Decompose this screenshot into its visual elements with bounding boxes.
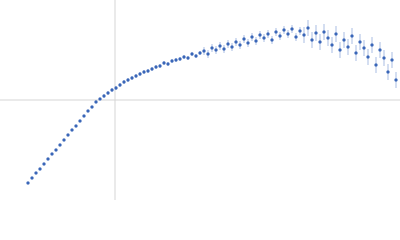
point: [50, 152, 54, 156]
point: [54, 148, 58, 152]
point: [330, 43, 334, 47]
point: [46, 157, 50, 161]
point: [382, 56, 386, 60]
point: [154, 65, 158, 69]
point: [178, 57, 182, 61]
point: [106, 91, 110, 95]
point: [346, 45, 350, 49]
point: [102, 94, 106, 98]
point: [82, 114, 86, 118]
point: [306, 26, 310, 30]
point: [66, 133, 70, 137]
point: [358, 40, 362, 44]
point: [334, 32, 338, 36]
point: [38, 167, 42, 171]
point: [166, 62, 170, 66]
point: [122, 80, 126, 84]
point: [290, 27, 294, 31]
point: [278, 34, 282, 38]
point: [270, 38, 274, 42]
point: [266, 32, 270, 36]
point: [42, 162, 46, 166]
chart: [0, 0, 400, 200]
point: [90, 105, 94, 109]
point: [342, 38, 346, 42]
point: [58, 143, 62, 147]
point: [374, 63, 378, 67]
point: [146, 69, 150, 73]
point: [94, 100, 98, 104]
point: [286, 32, 290, 36]
point: [370, 43, 374, 47]
point: [194, 54, 198, 58]
point: [314, 31, 318, 35]
point: [170, 59, 174, 63]
point: [354, 51, 358, 55]
point: [142, 70, 146, 74]
point: [138, 72, 142, 76]
point: [250, 35, 254, 39]
point: [174, 58, 178, 62]
point: [210, 46, 214, 50]
point: [182, 55, 186, 59]
point: [86, 109, 90, 113]
point: [190, 52, 194, 56]
point: [386, 70, 390, 74]
point: [282, 28, 286, 32]
point: [162, 61, 166, 65]
point: [230, 45, 234, 49]
point: [158, 64, 162, 68]
point: [234, 40, 238, 44]
point: [238, 43, 242, 47]
point: [262, 36, 266, 40]
point: [378, 48, 382, 52]
point: [362, 46, 366, 50]
point: [318, 40, 322, 44]
point: [198, 51, 202, 55]
point: [390, 58, 394, 62]
point: [78, 119, 82, 123]
point: [214, 48, 218, 52]
point: [34, 171, 38, 175]
point: [62, 138, 66, 142]
point: [150, 67, 154, 71]
point: [114, 86, 118, 90]
point: [246, 41, 250, 45]
point: [110, 88, 114, 92]
point: [134, 74, 138, 78]
point: [322, 30, 326, 34]
point: [298, 29, 302, 33]
point: [118, 83, 122, 87]
point: [294, 35, 298, 39]
point: [254, 39, 258, 43]
point: [70, 128, 74, 132]
point: [26, 181, 30, 185]
point: [218, 44, 222, 48]
point: [30, 176, 34, 180]
point: [310, 38, 314, 42]
point: [338, 48, 342, 52]
point: [186, 56, 190, 60]
point: [302, 33, 306, 37]
point: [222, 47, 226, 51]
point: [326, 36, 330, 40]
point: [226, 42, 230, 46]
point: [206, 52, 210, 56]
point: [350, 34, 354, 38]
point: [74, 124, 78, 128]
point: [126, 78, 130, 82]
point: [202, 49, 206, 53]
point: [366, 55, 370, 59]
point: [274, 30, 278, 34]
point: [242, 37, 246, 41]
point: [394, 78, 398, 82]
point: [258, 33, 262, 37]
point: [98, 97, 102, 101]
point: [130, 76, 134, 80]
